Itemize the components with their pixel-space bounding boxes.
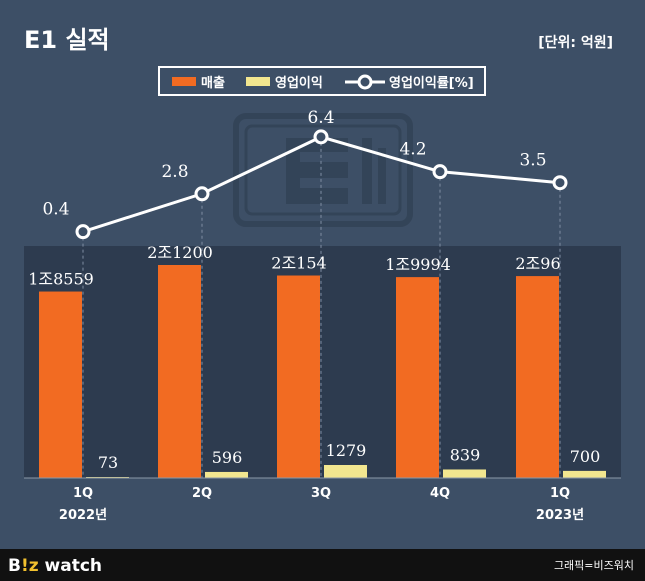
operating-profit-bar (324, 465, 367, 478)
x-tick-label: 4Q (430, 486, 450, 501)
x-tick-label: 3Q (311, 486, 331, 501)
operating-profit-label: 1279 (326, 441, 367, 460)
x-tick-label: 1Q (73, 486, 93, 501)
legend: 매출 영업이익 영업이익률[%] (158, 66, 486, 96)
margin-line (75, 129, 568, 240)
operating-profit-bar (563, 470, 606, 478)
margin-label: 6.4 (307, 108, 334, 128)
legend-swatch-operating-profit (246, 77, 270, 86)
margin-label: 0.4 (42, 200, 69, 220)
margin-point (194, 186, 210, 202)
revenue-label: 1조8559 (28, 270, 94, 289)
revenue-bar (516, 276, 559, 478)
footer-bar (0, 549, 645, 581)
operating-profit-label: 73 (98, 453, 118, 472)
x-tick-year: 2022년 (59, 508, 107, 523)
revenue-label: 2조1200 (147, 243, 213, 262)
x-tick-label: 2Q (192, 486, 212, 501)
revenue-bar (39, 291, 82, 478)
margin-label: 2.8 (161, 162, 188, 182)
legend-marker-margin (357, 74, 373, 90)
operating-profit-bar (443, 469, 486, 478)
revenue-label: 2조96 (515, 254, 560, 273)
legend-label-operating-profit: 영업이익 (275, 75, 323, 91)
chart-title: E1 실적 (24, 26, 110, 54)
revenue-bar (277, 275, 320, 478)
x-tick-year: 2023년 (536, 508, 584, 523)
margin-label: 3.5 (519, 151, 546, 171)
x-axis-ticks: 1Q 2022년 2Q 3Q 4Q 1Q 2023년 (59, 486, 584, 523)
revenue-label: 1조9994 (385, 255, 451, 274)
legend-swatch-revenue (172, 77, 196, 86)
guide-lines (82, 136, 561, 478)
operating-profit-label: 700 (570, 447, 601, 466)
legend-label-revenue: 매출 (201, 75, 225, 91)
operating-profit-bar (205, 471, 248, 478)
operating-profit-label: 596 (212, 448, 243, 467)
legend-label-margin: 영업이익률[%] (389, 75, 474, 91)
x-tick-label: 1Q (550, 486, 570, 501)
bars (39, 265, 606, 478)
legend-inner (160, 68, 484, 94)
operating-profit-label: 839 (450, 445, 481, 464)
revenue-bar (396, 277, 439, 478)
unit-label: [단위: 억원] (538, 34, 613, 51)
footer-logo: B!z watch (8, 556, 102, 576)
revenue-bar (158, 265, 201, 478)
footer-credit: 그래픽=비즈워치 (554, 559, 634, 572)
margin-point (313, 129, 329, 145)
margin-label: 4.2 (399, 140, 426, 160)
margin-point (432, 164, 448, 180)
revenue-label: 2조154 (271, 254, 326, 273)
margin-point (75, 224, 91, 240)
data-labels: 1조8559 73 2조1200 596 2조154 1279 1조9994 839 2조96 7… (28, 108, 600, 472)
margin-point (552, 175, 568, 191)
